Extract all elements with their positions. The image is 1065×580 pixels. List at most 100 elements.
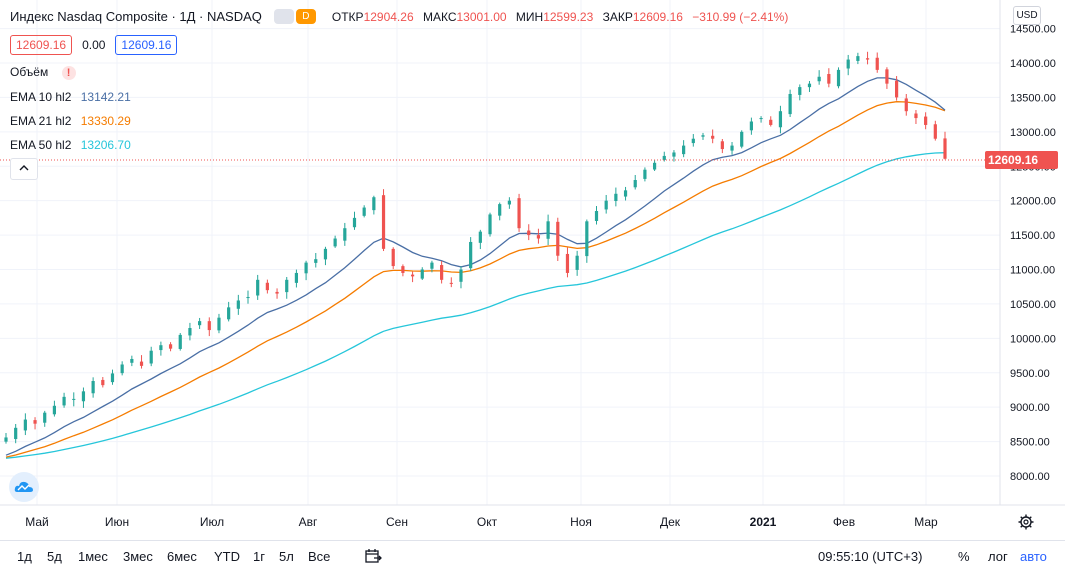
date-range-icon[interactable] [364, 548, 382, 564]
candle-body [440, 265, 444, 280]
candle-body [401, 266, 405, 273]
time-tick-label: Сен [386, 515, 408, 529]
candle-body [856, 56, 860, 61]
ema50-polyline [5, 152, 946, 459]
currency-label[interactable]: USD [1013, 6, 1041, 25]
candles [4, 51, 947, 444]
candle-body [101, 379, 105, 386]
timeframe-all[interactable]: Все [308, 549, 331, 564]
candle-body [749, 121, 753, 131]
candle-body [682, 145, 686, 155]
candle-body [904, 98, 908, 112]
candle-body [585, 221, 589, 257]
candle-body [391, 248, 395, 267]
candle-body [604, 200, 608, 210]
candle-body [885, 69, 889, 84]
time-tick-label: Дек [660, 515, 681, 529]
time-scale: Май Июн Июл Авг Сен Окт Ноя Дек 2021 Фев Мар [25, 515, 938, 529]
sell-price-button[interactable]: 12609.16 [10, 35, 73, 55]
candle-body [875, 57, 879, 70]
candle-body [527, 230, 531, 236]
timeframe-ytd[interactable]: YTD [214, 549, 240, 564]
candle-body [894, 80, 899, 98]
timeframe-1d[interactable]: 1д [17, 549, 32, 564]
percent-scale-toggle[interactable]: % [958, 549, 970, 564]
warning-icon[interactable]: ! [61, 66, 76, 80]
candle-body [565, 253, 570, 273]
bid-ask-row: 12609.16 0.00 12609.16 [10, 35, 178, 55]
clock-timezone[interactable]: 09:55:10 (UTC+3) [818, 549, 923, 564]
candle-body [62, 396, 66, 406]
time-tick-label: Фев [833, 515, 855, 529]
time-tick-label: Мар [914, 515, 938, 529]
candle-body [207, 321, 211, 331]
time-tick-label: Июл [200, 515, 224, 529]
candle-body [227, 307, 231, 320]
candle-body [333, 238, 337, 247]
open-value: 12904.26 [363, 9, 414, 24]
timeframe-5d[interactable]: 5д [47, 549, 62, 564]
log-scale-toggle[interactable]: лог [988, 549, 1008, 564]
price-tick-label: 14000.00 [1010, 58, 1056, 70]
price-tick-label: 11500.00 [1010, 230, 1055, 242]
volume-label: Объём [10, 65, 49, 79]
candle-body [372, 197, 376, 211]
ema21-value: 13330.29 [80, 114, 131, 128]
buy-price-button[interactable]: 12609.16 [115, 35, 178, 55]
ema10-legend[interactable]: EMA 10 hl2 13142.21 [10, 90, 131, 104]
bottom-toolbar [0, 540, 1065, 580]
candle-body [546, 221, 550, 239]
candle-body [459, 269, 463, 282]
candle-body [478, 231, 482, 243]
ema10-label: EMA 10 hl2 [10, 90, 72, 104]
candle-body [352, 217, 357, 228]
tradingview-logo-button[interactable] [9, 472, 39, 502]
price-scale: 14500.0014000.0013500.0013000.0012500.00… [1010, 24, 1056, 483]
candle-body [198, 321, 202, 326]
symbol-title[interactable]: Индекс Nasdaq Composite · 1Д · NASDAQ [10, 9, 262, 24]
price-tick-label: 13500.00 [1010, 92, 1056, 104]
price-tick-label: 9000.00 [1010, 402, 1050, 414]
candle-body [4, 437, 8, 442]
price-tick-label: 10500.00 [1010, 299, 1056, 311]
timeframe-1y[interactable]: 1г [253, 549, 265, 564]
candle-body [517, 198, 521, 229]
settings-gear-icon[interactable] [1018, 514, 1034, 530]
close-value: 12609.16 [632, 9, 683, 24]
candle-body [178, 334, 182, 349]
price-tick-label: 11000.00 [1010, 265, 1055, 277]
price-tick-label: 13000.00 [1010, 127, 1056, 139]
low-label: МИН [515, 9, 544, 24]
low-value: 12599.23 [543, 9, 594, 24]
delayed-data-badge[interactable]: D [295, 9, 316, 24]
candle-body [711, 135, 715, 139]
candle-body [323, 248, 328, 260]
timeframe-6m[interactable]: 6мес [167, 549, 197, 564]
candle-body [652, 162, 657, 170]
timeframe-3m[interactable]: 3мес [123, 549, 153, 564]
candle-body [217, 317, 221, 331]
candle-body [943, 138, 947, 159]
candle-body [52, 405, 57, 415]
auto-scale-toggle[interactable]: авто [1020, 549, 1047, 564]
candle-body [662, 155, 666, 160]
candle-body [43, 412, 47, 423]
ema21-legend[interactable]: EMA 21 hl2 13330.29 [10, 114, 131, 128]
collapse-legend-button[interactable] [10, 158, 38, 180]
candle-body [149, 350, 153, 364]
timeframe-5y[interactable]: 5л [279, 549, 294, 564]
ema21-polyline [5, 101, 946, 458]
timeframe-1m[interactable]: 1мес [78, 549, 108, 564]
candle-body [778, 111, 783, 128]
spread-value: 0.00 [82, 38, 106, 52]
candle-body [314, 259, 318, 263]
candle-body [691, 138, 695, 144]
candle-body [769, 119, 773, 125]
high-label: МАКС [422, 9, 457, 24]
volume-legend[interactable]: Объём ! [10, 65, 76, 80]
candle-body [246, 297, 250, 299]
ema50-legend[interactable]: EMA 50 hl2 13206.70 [10, 138, 131, 152]
ema10-value: 13142.21 [80, 90, 131, 104]
market-status-icon[interactable] [273, 9, 294, 24]
